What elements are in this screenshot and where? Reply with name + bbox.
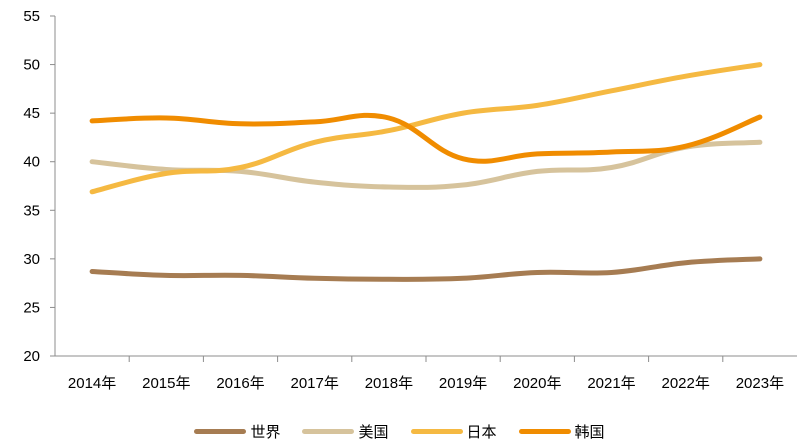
y-tick-label: 30	[23, 251, 40, 268]
legend-item-korea: 韩国	[518, 421, 605, 442]
x-tick-label: 2023年	[736, 375, 784, 392]
series-line-japan	[89, 62, 763, 195]
series-line-korea	[89, 112, 763, 164]
y-tick-label: 50	[23, 57, 40, 74]
y-tick-layer: 20 25 30 35 40 45 50 55	[23, 8, 55, 365]
legend-label-korea: 韩国	[574, 422, 605, 441]
y-tick-label: 35	[23, 202, 40, 219]
legend-item-world: 世界	[194, 421, 280, 442]
legend-swatch-japan	[410, 428, 463, 434]
legend-item-japan: 日本	[410, 421, 497, 442]
legend-swatch-usa	[302, 428, 355, 434]
x-tick-label: 2020年	[513, 375, 561, 392]
series-line-world	[89, 256, 763, 282]
x-tick-label: 2016年	[216, 375, 264, 392]
x-tick-label: 2015年	[142, 375, 190, 392]
y-tick-label: 20	[23, 348, 40, 365]
legend-swatch-world	[194, 428, 247, 434]
y-tick-label: 25	[23, 299, 40, 316]
series-layer	[89, 62, 763, 282]
x-tick-label: 2019年	[439, 375, 487, 392]
legend: 世界 美国 日本 韩国	[0, 420, 799, 442]
legend-label-world: 世界	[250, 422, 281, 441]
x-tick-label: 2014年	[68, 375, 116, 392]
y-tick-label: 55	[23, 8, 40, 25]
legend-swatch-korea	[518, 428, 571, 434]
x-tick-label: 2021年	[587, 375, 635, 392]
y-tick-label: 40	[23, 154, 40, 171]
x-tick-label: 2018年	[365, 375, 413, 392]
legend-item-usa: 美国	[302, 421, 389, 442]
y-tick-label: 45	[23, 105, 40, 122]
legend-label-usa: 美国	[358, 422, 389, 441]
x-tick-layer: 2014年 2015年 2016年 2017年 2018年 2019年 2020年 2021年…	[68, 356, 784, 392]
x-tick-label: 2022年	[662, 375, 710, 392]
x-tick-label: 2017年	[291, 375, 339, 392]
legend-label-japan: 日本	[466, 422, 497, 441]
